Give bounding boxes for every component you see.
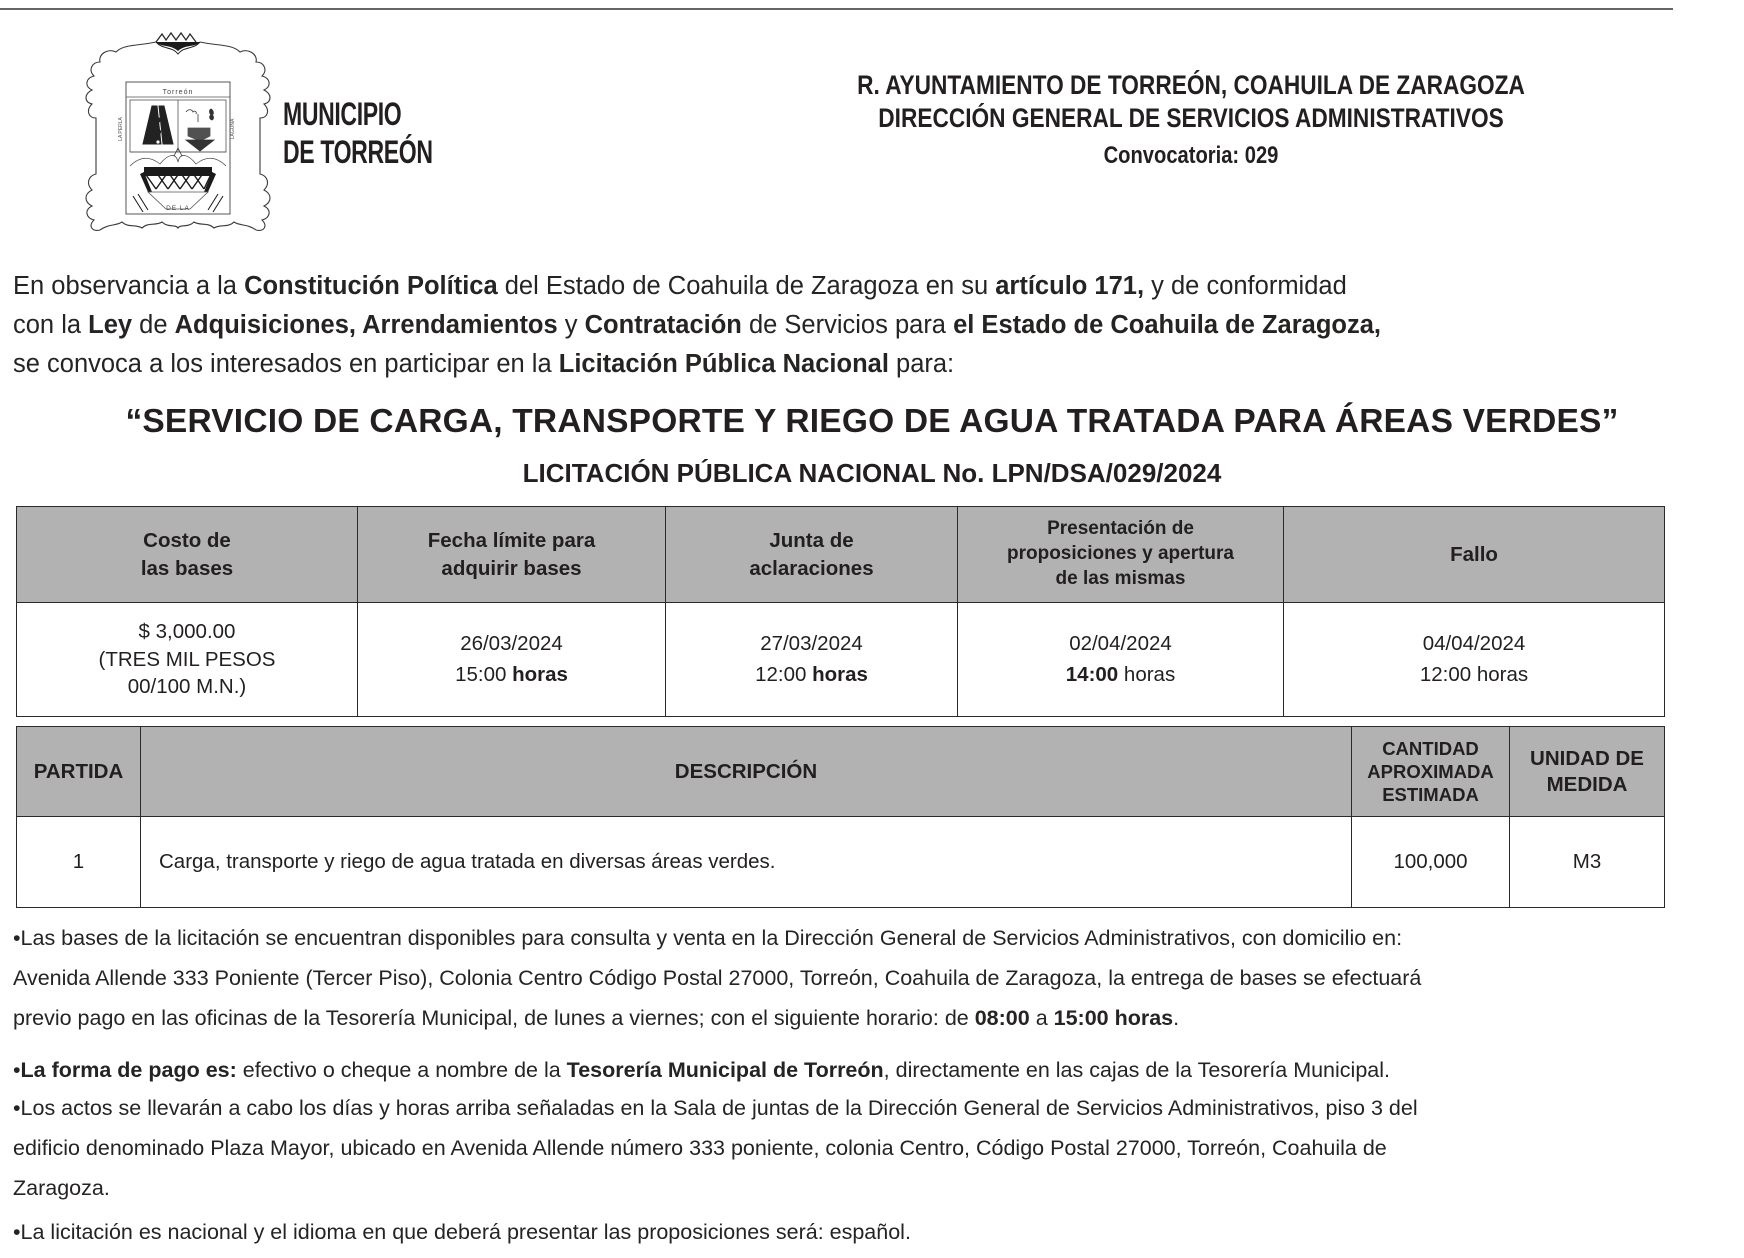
svg-text:LA PERLA: LA PERLA	[118, 117, 124, 141]
svg-text:LAGUNA: LAGUNA	[230, 118, 236, 139]
svg-text:Torreón: Torreón	[163, 89, 194, 96]
svg-text:DE LA: DE LA	[166, 205, 190, 212]
